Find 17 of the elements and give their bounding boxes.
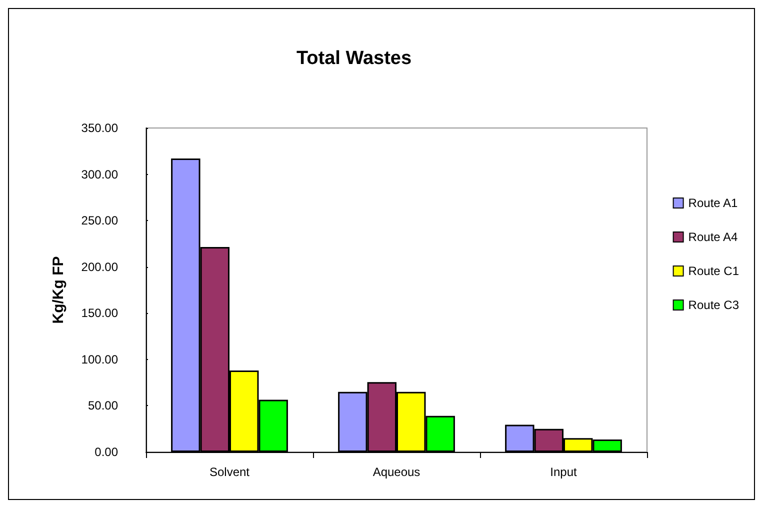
legend-label: Route A4	[688, 230, 738, 244]
y-tick-label: 200.00	[81, 260, 118, 274]
legend-label: Route A1	[688, 196, 738, 210]
legend-label: Route C1	[688, 264, 740, 278]
x-tick-label: Aqueous	[372, 465, 420, 479]
x-tick-label: Input	[550, 465, 578, 479]
y-tick-label: 150.00	[81, 306, 118, 320]
x-tick-label: Solvent	[209, 465, 250, 479]
chart-title: Total Wastes	[296, 48, 412, 69]
y-tick-label: 0.00	[94, 445, 118, 459]
y-tick-label: 250.00	[81, 214, 118, 228]
y-tick-label: 300.00	[81, 167, 118, 182]
y-axis-title: Kg/Kg FP	[50, 256, 67, 324]
y-tick-label: 100.00	[81, 352, 118, 366]
y-tick-label: 350.00	[81, 121, 118, 135]
y-tick-label: 50.00	[88, 398, 118, 413]
legend-label: Route C3	[688, 298, 740, 312]
